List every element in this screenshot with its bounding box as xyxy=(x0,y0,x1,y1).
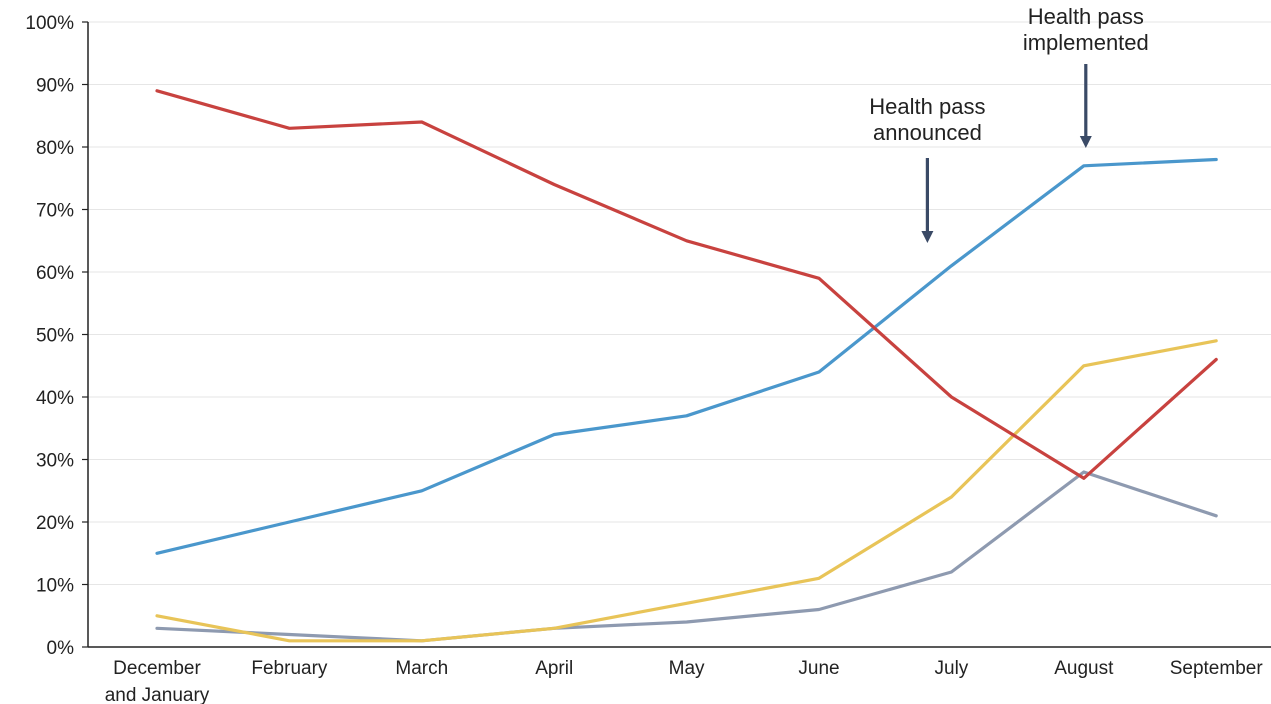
gridlines xyxy=(88,21,1271,585)
series-line-3 xyxy=(155,470,1218,643)
x-tick-label: June xyxy=(798,658,839,679)
y-tick-label: 0% xyxy=(47,638,75,659)
series-line-0 xyxy=(155,89,1218,480)
annotation-label: Health pass announced xyxy=(869,94,985,145)
y-tick-label: 60% xyxy=(36,263,74,284)
x-axis-ticks: December and January February March April May… xyxy=(105,658,1264,704)
y-tick-label: 20% xyxy=(36,513,74,534)
series-line-1 xyxy=(155,157,1218,555)
x-tick-label: December and January xyxy=(105,658,210,704)
y-tick-label: 10% xyxy=(36,576,74,597)
series-lines xyxy=(155,89,1218,643)
annotations: Health pass announced Health pass implement… xyxy=(869,4,1149,243)
x-tick-label: September xyxy=(1170,658,1264,679)
y-tick-label: 30% xyxy=(36,451,74,472)
x-tick-label: February xyxy=(251,658,328,679)
x-tick-label: August xyxy=(1054,658,1114,679)
annotation-arrow-head xyxy=(921,231,934,243)
annotation-arrow-head xyxy=(1079,136,1092,148)
annotation-label: Health pass implemented xyxy=(1023,4,1149,55)
y-tick-label: 50% xyxy=(36,326,74,347)
y-tick-label: 80% xyxy=(36,138,74,159)
x-tick-label: May xyxy=(669,658,705,679)
y-tick-label: 90% xyxy=(36,76,74,97)
x-tick-label: March xyxy=(395,658,448,679)
y-axis-ticks: 0% 10% 20% 30% 40% 50% 60% 70% 80% 90% 100% xyxy=(25,13,88,659)
x-tick-label: July xyxy=(935,658,969,679)
y-tick-label: 40% xyxy=(36,388,74,409)
y-tick-label: 100% xyxy=(25,13,74,34)
x-tick-label: April xyxy=(535,658,573,679)
y-tick-label: 70% xyxy=(36,201,74,222)
